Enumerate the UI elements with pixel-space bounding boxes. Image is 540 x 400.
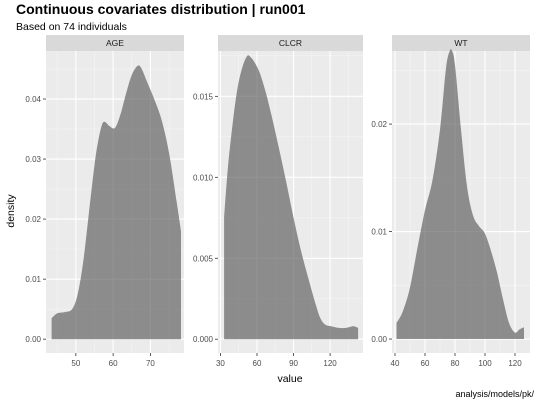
x-tick-label-wt: 120 [508,359,522,368]
y-tick-label-age: 0.00 [25,335,41,344]
x-tick-label-wt: 40 [391,359,400,368]
x-tick-label-wt: 60 [421,359,430,368]
density-area-wt [396,49,524,340]
x-tick-label-clcr: 60 [253,359,262,368]
y-tick-label-clcr: 0.010 [193,173,214,182]
facet-strip-label-age: AGE [106,38,124,48]
facet-strip-label-wt: WT [454,38,467,48]
chart-caption: analysis/models/pk/ [455,389,534,399]
x-tick-label-clcr: 30 [216,359,225,368]
x-tick-label-clcr: 90 [289,359,298,368]
x-tick-label-age: 50 [71,359,80,368]
y-tick-label-clcr: 0.005 [193,254,214,263]
facet-age: AGE 0.00 0.01 0.02 0.03 0.04 50 60 70 [25,35,184,368]
y-tick-label-wt: 0.02 [371,120,387,129]
y-tick-label-clcr: 0.000 [193,335,214,344]
y-tick-label-wt: 0.01 [371,228,387,237]
chart-title: Continuous covariates distribution | run… [16,1,306,17]
facet-strip-clcr [218,35,363,51]
x-tick-label-age: 60 [109,359,118,368]
facet-panels: AGE 0.00 0.01 0.02 0.03 0.04 50 60 70 CLCR 0.000 0.… [25,35,530,368]
density-area-clcr [224,55,359,340]
facet-wt: WT 0.00 0.01 0.02 40 60 80 100 120 [371,35,530,368]
y-tick-label-age: 0.03 [25,155,41,164]
facet-strip-wt [392,35,530,51]
y-tick-label-clcr: 0.015 [193,92,214,101]
facet-strip-age [46,35,184,51]
y-axis-title: density [5,194,17,228]
facet-clcr: CLCR 0.000 0.005 0.010 0.015 30 60 90 120 [193,35,363,368]
x-tick-label-wt: 80 [451,359,460,368]
x-tick-label-clcr: 120 [323,359,337,368]
y-tick-label-wt: 0.00 [371,335,387,344]
y-tick-label-age: 0.02 [25,215,41,224]
x-axis-title: value [277,373,302,385]
x-tick-label-wt: 100 [478,359,492,368]
y-tick-label-age: 0.04 [25,95,41,104]
chart-subtitle: Based on 74 individuals [16,21,127,33]
density-area-age [51,65,182,340]
y-tick-label-age: 0.01 [25,275,41,284]
x-tick-label-age: 70 [146,359,155,368]
facet-strip-label-clcr: CLCR [279,38,302,48]
